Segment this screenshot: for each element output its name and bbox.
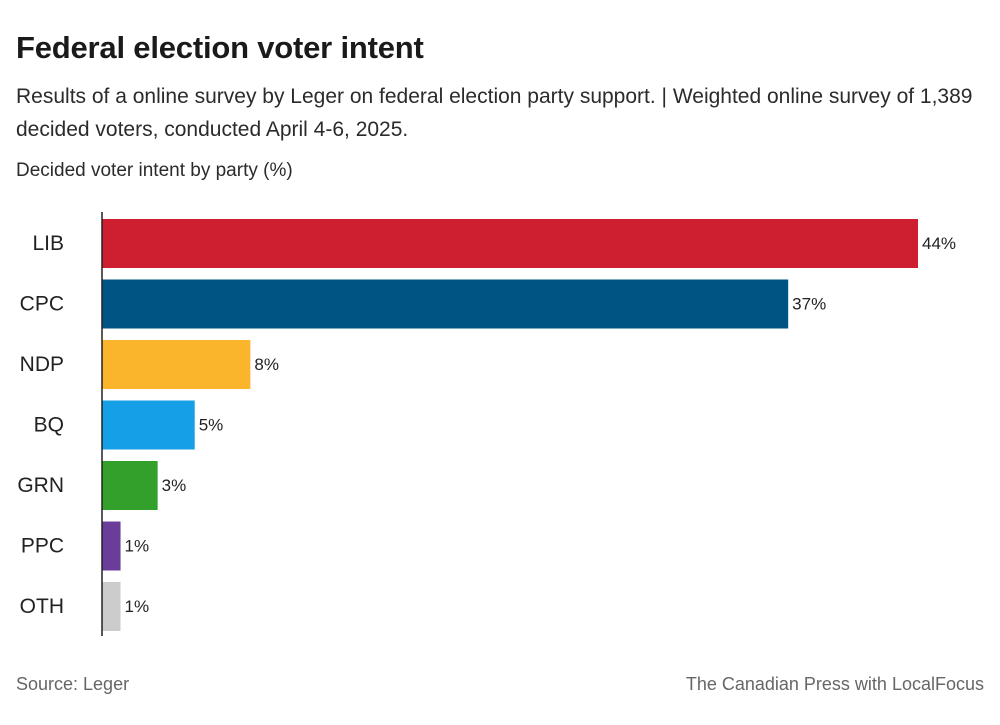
category-label-oth: OTH: [20, 595, 64, 618]
data-label-ppc: 1%: [125, 537, 150, 556]
bar-ppc: [102, 521, 121, 571]
category-label-ppc: PPC: [21, 535, 64, 558]
data-label-bq: 5%: [199, 416, 224, 435]
axis-label: Decided voter intent by party (%): [16, 160, 293, 181]
bar-lib: [102, 219, 918, 268]
bar-grn: [102, 461, 158, 510]
bar-cpc: [102, 279, 789, 329]
chart-subtitle: Results of a online survey by Leger on f…: [16, 85, 973, 141]
category-label-grn: GRN: [17, 474, 64, 497]
data-label-ndp: 8%: [254, 355, 279, 374]
category-label-bq: BQ: [34, 414, 64, 437]
bar-bq: [102, 400, 195, 450]
chart-title: Federal election voter intent: [16, 30, 424, 65]
credit-note: The Canadian Press with LocalFocus: [685, 674, 984, 694]
data-label-cpc: 37%: [792, 295, 826, 314]
category-label-cpc: CPC: [20, 293, 64, 316]
data-label-lib: 44%: [922, 234, 956, 253]
source-note: Source: Leger: [16, 674, 130, 694]
category-label-lib: LIB: [32, 232, 64, 255]
data-label-oth: 1%: [125, 597, 150, 616]
category-label-ndp: NDP: [20, 353, 64, 376]
bar-oth: [102, 582, 121, 631]
bar-ndp: [102, 340, 251, 389]
data-label-grn: 3%: [162, 476, 187, 495]
